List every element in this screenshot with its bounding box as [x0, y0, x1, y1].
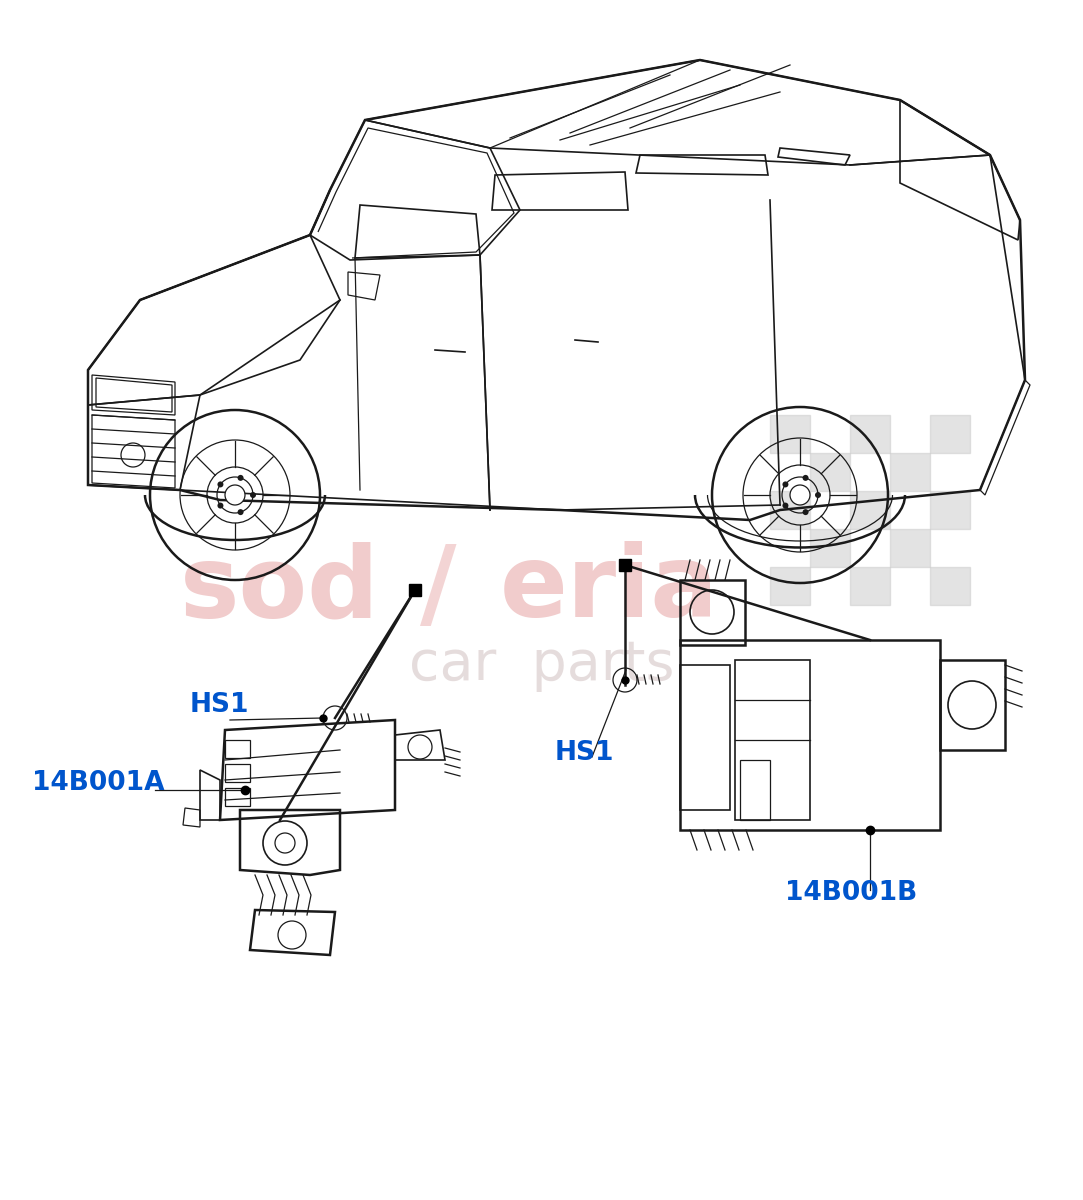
- Text: eria: eria: [500, 541, 719, 638]
- Circle shape: [225, 485, 245, 505]
- Circle shape: [803, 475, 809, 481]
- Bar: [850, 566, 890, 605]
- Text: 14B001A: 14B001A: [32, 770, 165, 796]
- Text: sod: sod: [180, 541, 380, 638]
- Text: /: /: [420, 541, 457, 638]
- Bar: [810, 529, 850, 566]
- Bar: [770, 491, 810, 529]
- Circle shape: [237, 475, 244, 481]
- Circle shape: [250, 492, 256, 498]
- Bar: [930, 415, 970, 452]
- Circle shape: [815, 492, 821, 498]
- Bar: [770, 415, 810, 452]
- Bar: [930, 491, 970, 529]
- Circle shape: [782, 503, 788, 509]
- Bar: [850, 415, 890, 452]
- Circle shape: [790, 485, 810, 505]
- Circle shape: [237, 509, 244, 515]
- Text: HS1: HS1: [554, 740, 614, 766]
- Circle shape: [218, 481, 223, 487]
- Text: car  parts: car parts: [409, 638, 675, 692]
- Circle shape: [218, 503, 223, 509]
- Bar: [850, 491, 890, 529]
- Text: HS1: HS1: [190, 692, 249, 718]
- Text: 14B001B: 14B001B: [785, 880, 917, 906]
- Bar: [890, 452, 930, 491]
- Bar: [930, 566, 970, 605]
- Bar: [810, 452, 850, 491]
- Bar: [770, 566, 810, 605]
- Circle shape: [782, 481, 788, 487]
- Bar: [890, 529, 930, 566]
- Circle shape: [803, 509, 809, 515]
